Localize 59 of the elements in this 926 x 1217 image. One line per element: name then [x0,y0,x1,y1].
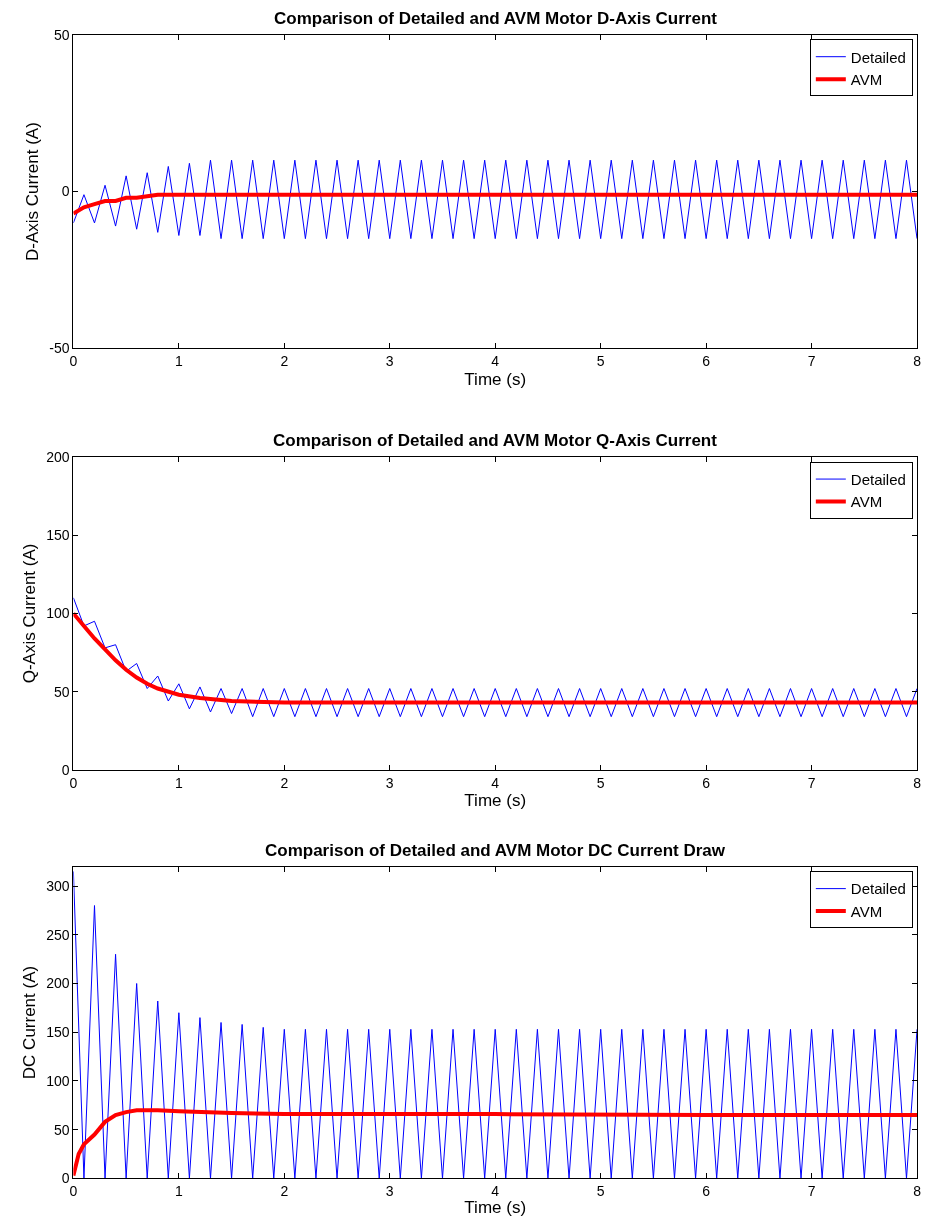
x-tick-label: 2 [280,1183,289,1200]
x-tick-label: 8 [913,1183,922,1200]
y-tick-label: 150 [46,527,70,544]
line-series [73,597,918,718]
chart-title: Comparison of Detailed and AVM Motor DC Current Draw [265,841,726,860]
x-tick-label: 1 [174,1183,183,1200]
x-axis-title: Time (s) [464,369,527,389]
y-tick-label: 0 [61,183,70,200]
x-tick-label: 2 [280,353,289,370]
line-series [73,192,918,216]
x-tick-label: 6 [702,774,711,791]
y-axis-title: D-Axis Current (A) [22,122,42,261]
y-axis-title: DC Current (A) [19,965,39,1080]
y-tick-label: 50 [54,26,70,43]
y-axis-title: Q-Axis Current (A) [19,543,39,684]
y-tick-label: -50 [49,340,70,357]
x-tick-label: 8 [913,774,922,791]
x-tick-label: 2 [280,774,289,791]
chart-title: Comparison of Detailed and AVM Motor D-Axis Current [274,9,718,28]
legend-label: AVM [850,902,883,920]
x-tick-label: 3 [385,774,394,791]
x-tick-label: 6 [702,1183,711,1200]
line-series [73,159,918,240]
y-tick-label: 0 [61,761,70,778]
y-tick-label: 50 [54,1121,70,1138]
x-tick-label: 4 [491,353,500,370]
y-tick-label: 250 [46,926,70,943]
y-tick-label: 50 [54,683,70,700]
x-tick-label: 8 [913,353,922,370]
y-tick-label: 100 [46,1072,70,1089]
legend-label: Detailed [850,880,906,898]
line-series [73,611,918,705]
y-tick-label: 0 [61,1170,70,1187]
legend-label: AVM [850,493,883,511]
x-tick-label: 3 [385,1183,394,1200]
x-tick-label: 3 [385,353,394,370]
legend-label: Detailed [850,48,906,66]
line-series [73,1108,918,1178]
x-tick-label: 1 [174,774,183,791]
x-tick-label: 5 [596,353,605,370]
y-tick-label: 300 [46,877,70,894]
x-tick-label: 6 [702,353,711,370]
x-tick-label: 1 [174,353,183,370]
chart-title: Comparison of Detailed and AVM Motor Q-Axis Current [273,431,718,450]
x-tick-label: 4 [491,774,500,791]
y-tick-label: 200 [46,448,70,465]
legend-label: AVM [850,71,883,89]
y-tick-label: 200 [46,975,70,992]
x-tick-label: 4 [491,1183,500,1200]
y-tick-label: 100 [46,605,70,622]
x-axis-title: Time (s) [464,791,527,811]
x-axis-title: Time (s) [464,1198,527,1217]
legend-label: Detailed [850,470,906,488]
y-tick-label: 150 [46,1024,70,1041]
x-tick-label: 5 [596,1183,605,1200]
x-tick-label: 7 [807,774,816,791]
x-tick-label: 7 [807,1183,816,1200]
x-tick-label: 5 [596,774,605,791]
x-tick-label: 7 [807,353,816,370]
